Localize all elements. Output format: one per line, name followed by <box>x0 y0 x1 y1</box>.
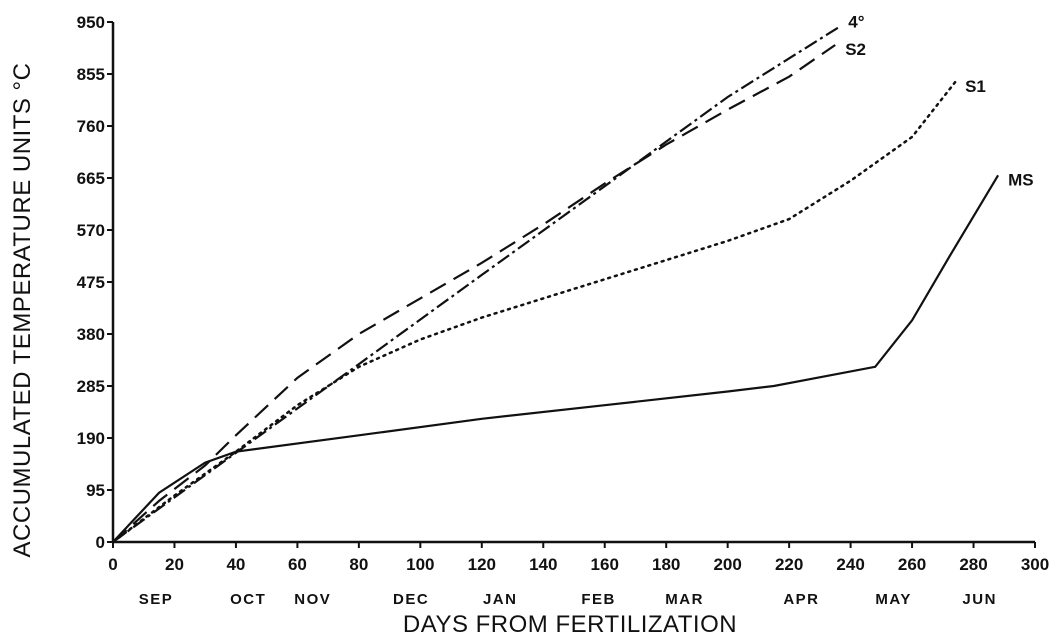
series-line <box>111 80 957 544</box>
month-label: NOV <box>294 591 331 608</box>
month-label: MAR <box>665 591 704 608</box>
month-label: JAN <box>483 591 518 608</box>
y-axis-title: ACCUMULATED TEMPERATURE UNITS °C <box>9 63 36 558</box>
x-tick-label: 60 <box>288 555 307 574</box>
x-axis-title: DAYS FROM FERTILIZATION <box>403 611 737 638</box>
y-tick-label: 0 <box>96 533 105 552</box>
x-tick-label: 120 <box>468 555 496 574</box>
x-tick-label: 160 <box>591 555 619 574</box>
month-label: JUN <box>962 591 997 608</box>
y-tick-label: 285 <box>77 377 105 396</box>
x-tick-label: 100 <box>406 555 434 574</box>
series-label: MS <box>1008 170 1034 189</box>
x-tick-label: 40 <box>226 555 245 574</box>
x-tick-label: 80 <box>349 555 368 574</box>
y-tick-label: 855 <box>77 65 105 84</box>
series-line <box>112 44 836 543</box>
series-label: S2 <box>845 40 866 59</box>
y-tick-label: 475 <box>77 273 105 292</box>
month-label: DEC <box>393 591 429 608</box>
month-label: SEP <box>139 591 174 608</box>
month-label: OCT <box>230 591 266 608</box>
x-tick-label: 180 <box>652 555 680 574</box>
series-label: S1 <box>965 77 986 96</box>
x-tick-label: 300 <box>1021 555 1049 574</box>
x-tick-label: 240 <box>836 555 864 574</box>
x-tick-label: 220 <box>775 555 803 574</box>
y-tick-label: 760 <box>77 117 105 136</box>
x-tick-label: 140 <box>529 555 557 574</box>
x-tick-label: 280 <box>959 555 987 574</box>
y-tick-label: 950 <box>77 13 105 32</box>
y-tick-label: 380 <box>77 325 105 344</box>
series-line <box>112 174 1000 543</box>
x-tick-label: 260 <box>898 555 926 574</box>
x-tick-label: 200 <box>713 555 741 574</box>
month-label: FEB <box>581 591 616 608</box>
month-label: MAY <box>875 591 911 608</box>
y-tick-label: 95 <box>86 481 105 500</box>
y-tick-label: 570 <box>77 221 105 240</box>
x-tick-label: 0 <box>108 555 117 574</box>
y-tick-label: 665 <box>77 169 105 188</box>
month-label: APR <box>783 591 819 608</box>
series-label: 4° <box>848 12 864 31</box>
series-line <box>112 26 839 543</box>
y-tick-label: 190 <box>77 429 105 448</box>
x-tick-label: 20 <box>165 555 184 574</box>
